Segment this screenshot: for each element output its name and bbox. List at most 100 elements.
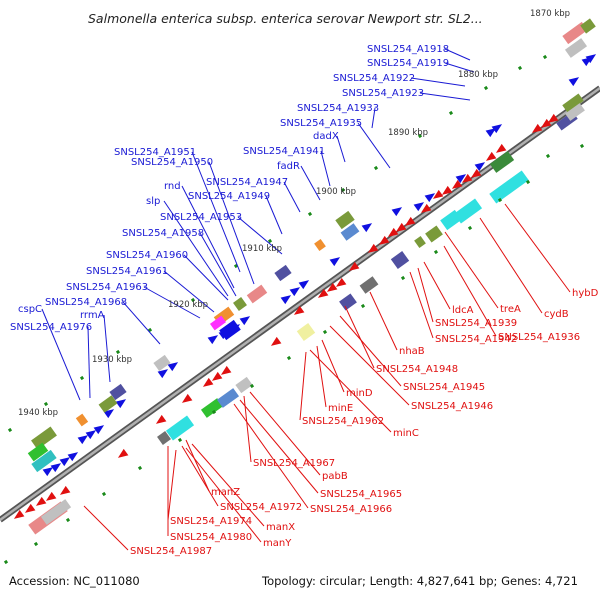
strand-tick-mark (267, 238, 273, 244)
reverse-gene-arrow (387, 227, 399, 237)
forward-gene-label: SNSL254_A1949 (188, 191, 270, 202)
reverse-gene-label: treA (500, 304, 521, 315)
kbp-tick-label: 1890 kbp (388, 128, 428, 138)
reverse-gene-arrow (420, 203, 432, 213)
forward-gene-arrow (424, 193, 436, 203)
strand-tick-mark (190, 297, 196, 303)
forward-gene-label: SNSL254_A1922 (333, 73, 415, 84)
gene-feature-block (274, 264, 292, 282)
kbp-tick-label: 1940 kbp (18, 408, 58, 418)
forward-gene-arrow (491, 124, 503, 134)
reverse-gene-label: manZ (211, 487, 240, 498)
gene-feature-block (233, 297, 247, 311)
gene-feature-block (165, 415, 195, 441)
strand-tick-mark (400, 275, 406, 281)
gene-feature-block (390, 251, 410, 269)
forward-gene-arrow (298, 280, 310, 290)
strand-tick-mark (3, 559, 9, 565)
gene-feature-block (31, 426, 57, 450)
forward-gene-label: SNSL254_A1935 (280, 118, 362, 129)
reverse-gene-label: SNSL254_A1972 (220, 502, 302, 513)
strand-tick-mark (43, 401, 49, 407)
strand-tick-mark (65, 517, 71, 523)
forward-gene-label: SNSL254_A1951 (114, 147, 196, 158)
gene-feature-block (580, 18, 596, 34)
reverse-gene-arrow (35, 496, 47, 506)
forward-gene-arrow (329, 257, 341, 267)
reverse-gene-label: SNSL254_A1966 (310, 504, 392, 515)
reverse-gene-arrow (117, 448, 129, 458)
gene-feature-block (562, 93, 584, 113)
forward-gene-arrow (93, 425, 105, 435)
forward-gene-label: SNSL254_A1933 (297, 103, 379, 114)
reverse-gene-label: SNSL254_A1967 (253, 458, 335, 469)
gene-feature-block (489, 151, 515, 173)
forward-gene-arrow (77, 435, 89, 445)
reverse-gene-arrow (531, 123, 543, 133)
forward-gene-label: SNSL254_A1958 (122, 228, 204, 239)
strand-tick-mark (579, 143, 585, 149)
forward-gene-label: SNSL254_A1963 (66, 282, 148, 293)
kbp-tick-label: 1900 kbp (316, 187, 356, 197)
reverse-gene-label: SNSL254_A1946 (411, 401, 493, 412)
gene-labels: SNSL254_A1918 SNSL254_A1919 SNSL254_A1922 S… (10, 44, 599, 557)
forward-gene-arrow (85, 430, 97, 440)
forward-gene-label: cspC (18, 304, 42, 315)
gene-feature-block (157, 431, 171, 445)
forward-gene-label: rnd (164, 181, 181, 192)
strand-tick-mark (79, 375, 85, 381)
forward-gene-arrow (167, 362, 179, 372)
reverse-gene-arrow (547, 113, 559, 123)
gene-feature-block (219, 319, 241, 341)
reverse-gene-arrow (335, 277, 347, 287)
map-title: Salmonella enterica subsp. enterica sero… (88, 11, 483, 26)
gene-feature-block (153, 354, 171, 372)
strand-tick-mark (177, 437, 183, 443)
gene-feature-block (246, 284, 268, 304)
kbp-tick-label: 1930 kbp (92, 355, 132, 365)
reverse-gene-label: SNSL254_A1945 (403, 382, 485, 393)
reverse-gene-arrow (348, 261, 360, 271)
gene-feature-block (562, 21, 588, 45)
gene-feature-block (489, 170, 529, 204)
reverse-gene-arrow (45, 491, 57, 501)
strand-tick-mark (448, 110, 454, 116)
gene-features (3, 16, 600, 565)
strand-tick-mark (115, 349, 121, 355)
strand-tick-mark (483, 85, 489, 91)
forward-gene-arrow (50, 463, 62, 473)
forward-gene-label: SNSL254_A1919 (367, 58, 449, 69)
forward-gene-arrow (207, 335, 219, 345)
gene-feature-block (453, 198, 483, 224)
reverse-gene-arrow (59, 485, 71, 495)
strand-tick-mark (307, 211, 313, 217)
reverse-gene-arrow (181, 393, 193, 403)
gene-feature-block (200, 398, 224, 418)
reverse-gene-arrow (451, 179, 463, 189)
gene-feature-block (209, 315, 227, 331)
reverse-gene-arrow (211, 371, 223, 381)
strand-tick-mark (286, 355, 292, 361)
strand-tick-mark (137, 465, 143, 471)
strand-tick-mark (211, 409, 217, 415)
forward-gene-arrow (455, 174, 467, 184)
kbp-ticks: 1870 kbp 1880 kbp 1890 kbp 1900 kbp 1910 kbp… (18, 9, 570, 418)
gene-feature-block (335, 210, 355, 230)
strand-tick-mark (249, 383, 255, 389)
forward-gene-arrow (280, 295, 292, 305)
gene-feature-block (340, 223, 360, 241)
forward-gene-label: SNSL254_A1968 (45, 297, 127, 308)
forward-gene-arrow (361, 223, 373, 233)
reverse-gene-label: SNSL254_A1962 (302, 416, 384, 427)
reverse-gene-arrow (367, 243, 379, 253)
reverse-gene-arrow (540, 118, 552, 128)
reverse-gene-label: SNSL254_A1939 (435, 318, 517, 329)
forward-gene-label: SNSL254_A1950 (131, 157, 213, 168)
strand-tick-mark (373, 165, 379, 171)
reverse-gene-label: cydB (544, 309, 569, 320)
forward-gene-label: SNSL254_A1923 (342, 88, 424, 99)
reverse-gene-arrow (404, 216, 416, 226)
reverse-gene-label: minE (328, 403, 353, 414)
gene-feature-block (440, 209, 462, 231)
forward-gene-label: SNSL254_A1918 (367, 44, 449, 55)
